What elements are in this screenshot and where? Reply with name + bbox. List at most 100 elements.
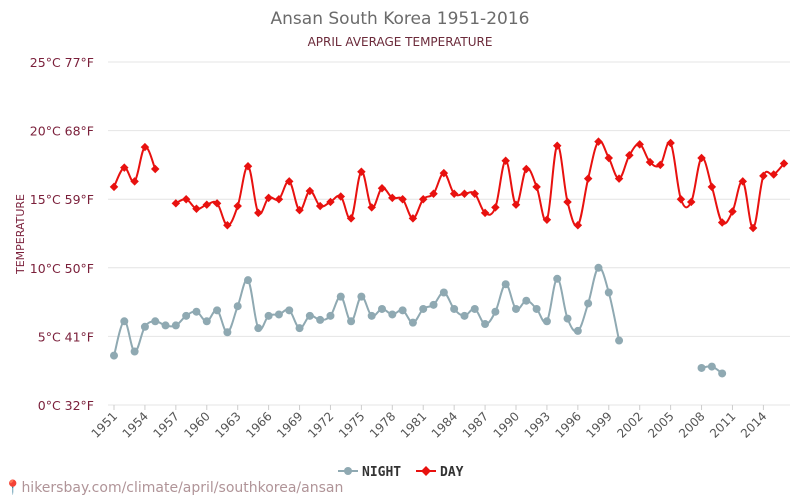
point-day-1985[interactable]	[460, 189, 469, 198]
point-day-2001[interactable]	[625, 151, 634, 160]
point-night-1954[interactable]	[140, 322, 149, 331]
point-night-1980[interactable]	[408, 318, 417, 327]
point-day-1979[interactable]	[398, 194, 407, 204]
point-day-1952[interactable]	[120, 163, 129, 172]
point-night-1960[interactable]	[202, 317, 211, 326]
point-night-1995[interactable]	[563, 314, 572, 323]
point-night-1992[interactable]	[532, 304, 541, 313]
legend-item-day[interactable]: DAY	[416, 465, 464, 480]
point-day-1987[interactable]	[480, 208, 490, 218]
point-day-1958[interactable]	[181, 194, 191, 204]
point-day-1960[interactable]	[202, 200, 212, 209]
point-day-1961[interactable]	[212, 199, 222, 208]
point-night-1971[interactable]	[316, 315, 325, 324]
point-day-2010[interactable]	[717, 218, 727, 227]
footer-link[interactable]: 📍hikersbay.com/climate/april/southkorea/…	[4, 480, 343, 496]
point-night-1969[interactable]	[295, 324, 304, 333]
point-night-1968[interactable]	[285, 306, 294, 315]
point-day-1976[interactable]	[367, 203, 376, 212]
point-night-1975[interactable]	[357, 292, 366, 301]
point-night-1966[interactable]	[264, 311, 273, 320]
point-night-1952[interactable]	[120, 317, 129, 326]
point-night-1979[interactable]	[398, 306, 407, 315]
point-night-1991[interactable]	[522, 296, 531, 305]
point-night-1955[interactable]	[151, 317, 160, 326]
point-night-1977[interactable]	[378, 304, 386, 313]
point-day-2009[interactable]	[707, 182, 717, 192]
point-day-1975[interactable]	[357, 167, 366, 177]
point-night-2010[interactable]	[718, 369, 727, 378]
point-day-1984[interactable]	[449, 189, 459, 198]
point-night-1956[interactable]	[161, 321, 170, 330]
point-night-1959[interactable]	[192, 307, 201, 316]
point-day-1959[interactable]	[192, 204, 201, 214]
point-night-1999[interactable]	[604, 288, 613, 297]
point-night-1981[interactable]	[419, 304, 428, 313]
point-night-1951[interactable]	[110, 351, 118, 360]
point-day-2013[interactable]	[748, 223, 758, 233]
point-day-1974[interactable]	[346, 214, 356, 223]
point-day-1980[interactable]	[408, 214, 418, 223]
point-night-1986[interactable]	[470, 304, 479, 313]
point-night-1988[interactable]	[491, 307, 500, 316]
point-day-1963[interactable]	[233, 201, 242, 211]
point-night-1958[interactable]	[182, 311, 191, 320]
point-day-2006[interactable]	[676, 194, 686, 204]
point-day-1986[interactable]	[470, 189, 480, 198]
point-night-1972[interactable]	[326, 311, 335, 320]
legend-item-night[interactable]: NIGHT	[338, 465, 401, 480]
point-day-1997[interactable]	[583, 174, 593, 183]
point-day-1972[interactable]	[326, 197, 335, 207]
point-night-2000[interactable]	[615, 336, 624, 345]
point-day-1957[interactable]	[171, 199, 181, 208]
point-day-1992[interactable]	[532, 182, 541, 192]
point-day-1969[interactable]	[295, 205, 304, 215]
point-day-1955[interactable]	[150, 164, 160, 174]
point-day-1982[interactable]	[429, 189, 438, 198]
point-night-1976[interactable]	[367, 311, 376, 320]
point-night-1993[interactable]	[542, 317, 551, 326]
point-day-1983[interactable]	[439, 168, 449, 178]
point-night-1997[interactable]	[584, 299, 593, 308]
point-day-1954[interactable]	[140, 142, 150, 152]
point-night-1967[interactable]	[274, 310, 283, 319]
point-night-1957[interactable]	[171, 321, 180, 330]
point-day-1989[interactable]	[501, 156, 510, 166]
point-night-1982[interactable]	[429, 300, 438, 309]
point-day-1991[interactable]	[522, 164, 531, 174]
point-day-1999[interactable]	[604, 153, 614, 163]
point-night-1974[interactable]	[347, 317, 356, 326]
point-day-1968[interactable]	[284, 177, 294, 186]
point-day-2004[interactable]	[656, 160, 665, 170]
point-night-1953[interactable]	[130, 347, 139, 356]
point-night-1987[interactable]	[481, 320, 490, 329]
point-night-1989[interactable]	[501, 280, 510, 289]
point-day-1977[interactable]	[377, 183, 387, 193]
point-night-1978[interactable]	[388, 310, 397, 319]
point-night-1962[interactable]	[223, 328, 232, 337]
point-day-1998[interactable]	[594, 137, 603, 146]
point-night-1985[interactable]	[460, 311, 469, 320]
point-night-1996[interactable]	[573, 326, 582, 335]
legend[interactable]: NIGHT DAY	[338, 465, 464, 480]
point-day-1966[interactable]	[264, 193, 273, 203]
point-day-1953[interactable]	[130, 177, 139, 186]
point-night-1984[interactable]	[450, 304, 459, 313]
point-day-1988[interactable]	[491, 203, 500, 212]
point-night-1961[interactable]	[213, 306, 222, 315]
point-day-1971[interactable]	[315, 201, 325, 211]
point-day-1978[interactable]	[388, 193, 397, 203]
point-night-1994[interactable]	[553, 274, 562, 283]
point-day-1962[interactable]	[223, 221, 232, 230]
point-day-1951[interactable]	[109, 182, 119, 192]
point-night-1964[interactable]	[244, 276, 252, 285]
point-day-1967[interactable]	[274, 194, 284, 204]
point-day-2014[interactable]	[759, 171, 768, 181]
point-day-1965[interactable]	[254, 208, 263, 218]
point-night-1990[interactable]	[512, 304, 520, 313]
point-day-1981[interactable]	[418, 194, 428, 204]
point-night-1973[interactable]	[336, 292, 345, 301]
point-night-1983[interactable]	[439, 288, 448, 297]
point-night-1998[interactable]	[594, 263, 603, 272]
point-day-1964[interactable]	[243, 162, 253, 171]
